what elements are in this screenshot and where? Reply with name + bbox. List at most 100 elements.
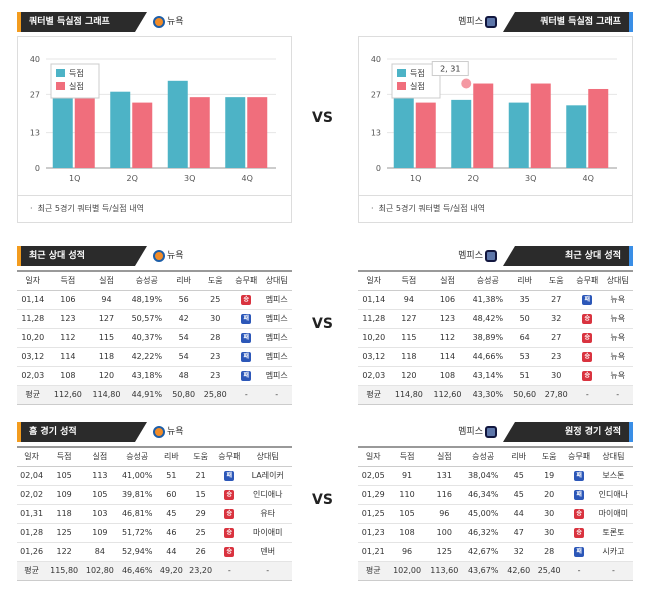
table-cell: 48 bbox=[167, 366, 200, 386]
table-cell: 60 bbox=[156, 485, 186, 505]
table-row: 03,12 118 114 44,66% 53 23 승 뉴욕 bbox=[358, 347, 633, 367]
bar-scored bbox=[225, 97, 246, 168]
table-row: 01,23 108 100 46,32% 47 30 승 토론토 bbox=[358, 523, 633, 543]
right-chart-panel: 쿼터별 득실점 그래프 멤피스 0 13 27 40 1Q 2Q 3Q 4Q 득점 실점 2, 31… bbox=[358, 12, 633, 223]
loss-badge: 패 bbox=[574, 470, 585, 481]
column-header: 승무패 bbox=[564, 447, 594, 467]
result-cell: 패 bbox=[564, 542, 594, 562]
table-cell: 03,12 bbox=[358, 347, 390, 367]
column-header: 승성공 bbox=[466, 271, 509, 291]
table-cell: 50 bbox=[508, 309, 541, 329]
table-cell: 19 bbox=[533, 466, 565, 486]
opponent-cell: 뉴욕 bbox=[602, 366, 633, 386]
table-cell: 46 bbox=[156, 523, 186, 543]
table-cell: 41,00% bbox=[117, 466, 157, 486]
bar-scored bbox=[451, 99, 472, 168]
table-cell: 42 bbox=[167, 309, 200, 329]
table-cell: 44,91% bbox=[125, 385, 168, 405]
table-cell: 10,20 bbox=[17, 328, 49, 348]
table-cell: 112 bbox=[48, 328, 88, 348]
table-header-row: 일자 득점 실점 승성공 리바 도움 승무패 상대팀 bbox=[17, 447, 292, 467]
result-cell: 승 bbox=[572, 347, 603, 367]
table-cell: 02,04 bbox=[17, 466, 47, 486]
right-chart-note: · 최근 5경기 쿼터별 득/실점 내역 bbox=[358, 196, 633, 223]
left-chart-panel: 쿼터별 득실점 그래프 뉴욕 0 13 27 40 1Q 2Q 3Q 4Q 득점 실점 · 최근 … bbox=[17, 12, 292, 223]
table-row: 02,04 105 113 41,00% 51 21 패 LA레이커 bbox=[17, 466, 292, 486]
column-header: 승무패 bbox=[572, 271, 603, 291]
table-cell: 96 bbox=[388, 542, 426, 562]
x-tick-label: 1Q bbox=[69, 174, 80, 183]
result-cell: 승 bbox=[215, 523, 244, 543]
result-cell: 패 bbox=[215, 466, 244, 486]
table-cell: 01,28 bbox=[17, 523, 47, 543]
column-header: 일자 bbox=[358, 447, 389, 467]
table-cell: - bbox=[572, 385, 603, 405]
bar-conceded bbox=[132, 102, 153, 168]
table-cell: 108 bbox=[48, 366, 88, 386]
table-cell: 25 bbox=[185, 523, 216, 543]
y-tick-label: 13 bbox=[30, 129, 40, 138]
table-header-row: 일자 득점 실점 승성공 리바 도움 승무패 상대팀 bbox=[358, 271, 633, 291]
table-row: 01,25 105 96 45,00% 44 30 승 마이애미 bbox=[358, 504, 633, 524]
x-tick-label: 4Q bbox=[242, 174, 253, 183]
bar-conceded bbox=[74, 91, 95, 168]
legend-swatch bbox=[397, 82, 406, 90]
column-header: 일자 bbox=[358, 271, 390, 291]
table-cell: 23,20 bbox=[185, 561, 216, 581]
table-cell: 91 bbox=[388, 466, 426, 486]
table-row: 01,31 118 103 46,81% 45 29 승 유타 bbox=[17, 504, 292, 524]
table-cell: 25,80 bbox=[199, 385, 232, 405]
legend-label: 득점 bbox=[410, 68, 425, 78]
table-row: 01,14 94 106 41,38% 35 27 패 뉴욕 bbox=[358, 290, 633, 310]
win-badge: 승 bbox=[224, 546, 235, 557]
grizzlies-logo-icon bbox=[485, 425, 497, 438]
table-cell: 11,28 bbox=[17, 309, 49, 329]
column-header: 득점 bbox=[46, 447, 82, 467]
knicks-logo-icon bbox=[153, 425, 165, 438]
loss-badge: 패 bbox=[241, 313, 252, 324]
grizzlies-logo-icon bbox=[485, 15, 497, 28]
y-tick-label: 40 bbox=[30, 55, 40, 64]
table-cell: 44 bbox=[156, 542, 186, 562]
table-cell: 109 bbox=[46, 485, 82, 505]
table-cell: 03,12 bbox=[17, 347, 49, 367]
vs-label: VS bbox=[312, 110, 333, 126]
x-tick-label: 3Q bbox=[525, 174, 536, 183]
table-cell: 102,00 bbox=[388, 561, 426, 581]
table-cell: 20 bbox=[533, 485, 565, 505]
table-cell: 32 bbox=[540, 309, 573, 329]
table-cell: 113 bbox=[82, 466, 118, 486]
opponent-cell: LA레이커 bbox=[243, 466, 292, 486]
result-cell: 패 bbox=[231, 309, 262, 329]
table-row: 02,03 120 108 43,14% 51 30 승 뉴욕 bbox=[358, 366, 633, 386]
table-cell: - bbox=[215, 561, 244, 581]
bar-conceded bbox=[415, 102, 436, 168]
opponent-cell: 뉴욕 bbox=[602, 347, 633, 367]
column-header: 실점 bbox=[87, 271, 126, 291]
column-header: 승무패 bbox=[231, 271, 262, 291]
table-row: 11,28 127 123 48,42% 50 32 승 뉴욕 bbox=[358, 309, 633, 329]
bar-conceded bbox=[588, 88, 609, 168]
left-bar-chart: 0 13 27 40 1Q 2Q 3Q 4Q 득점 실점 bbox=[17, 36, 292, 196]
column-header: 리바 bbox=[156, 447, 186, 467]
win-badge: 승 bbox=[574, 508, 585, 519]
opponent-cell: 인디애나 bbox=[243, 485, 292, 505]
left-home-header: 홈 경기 성적 뉴욕 bbox=[17, 422, 292, 442]
result-cell: 패 bbox=[572, 290, 603, 310]
column-header: 승성공 bbox=[117, 447, 157, 467]
legend-label: 실점 bbox=[410, 81, 425, 91]
result-cell: 승 bbox=[215, 542, 244, 562]
left-recent-panel: 최근 상대 성적 뉴욕 일자 득점 실점 승성공 리바 도움 승무패 상대팀 01,14 106 9… bbox=[17, 246, 292, 405]
table-cell: 115 bbox=[389, 328, 429, 348]
column-header: 일자 bbox=[17, 271, 49, 291]
table-cell: 46,81% bbox=[117, 504, 157, 524]
legend-label: 득점 bbox=[69, 68, 84, 78]
table-cell: - bbox=[564, 561, 594, 581]
table-row: 02,05 91 131 38,04% 45 19 패 보스톤 bbox=[358, 466, 633, 486]
table-cell: - bbox=[243, 561, 292, 581]
table-cell: 23 bbox=[199, 366, 232, 386]
left-chart-title: 쿼터별 득실점 그래프 bbox=[17, 12, 147, 32]
table-cell: 49,20 bbox=[156, 561, 186, 581]
loss-badge: 패 bbox=[574, 546, 585, 557]
result-cell: 승 bbox=[572, 328, 603, 348]
